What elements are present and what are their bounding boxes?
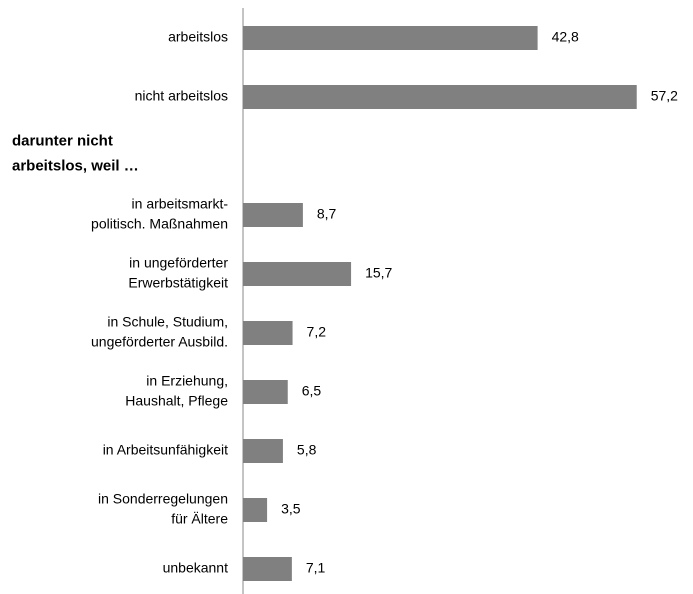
category-label: in Erziehung,: [146, 373, 228, 389]
section-heading: arbeitslos, weil …: [12, 157, 139, 174]
bar: [243, 557, 292, 581]
bar: [243, 439, 283, 463]
value-label: 57,2: [651, 88, 678, 104]
bar: [243, 262, 352, 286]
category-label: für Ältere: [171, 511, 228, 527]
category-label: unbekannt: [163, 560, 229, 576]
category-label: in ungeförderter: [129, 255, 228, 271]
category-label: in Arbeitsunfähigkeit: [103, 442, 228, 458]
category-label: in arbeitsmarkt-: [132, 196, 229, 212]
value-label: 15,7: [365, 265, 392, 281]
bar: [243, 26, 538, 50]
category-label: arbeitslos: [168, 29, 228, 45]
section-heading: darunter nicht: [12, 132, 113, 149]
value-label: 7,2: [307, 324, 327, 340]
value-label: 6,5: [302, 383, 322, 399]
category-label: ungeförderter Ausbild.: [91, 334, 228, 350]
bar: [243, 380, 288, 404]
value-label: 42,8: [552, 29, 579, 45]
bar: [243, 203, 303, 227]
category-label: in Schule, Studium,: [107, 314, 228, 330]
bar: [243, 498, 268, 522]
bar: [243, 85, 637, 109]
value-label: 8,7: [317, 206, 337, 222]
value-label: 7,1: [306, 560, 326, 576]
category-label: nicht arbeitslos: [135, 88, 228, 104]
bar: [243, 321, 293, 345]
category-label: in Sonderregelungen: [98, 491, 228, 507]
value-label: 5,8: [297, 442, 317, 458]
value-label: 3,5: [281, 501, 301, 517]
category-label: politisch. Maßnahmen: [91, 216, 228, 232]
category-label: Haushalt, Pflege: [125, 393, 228, 409]
category-label: Erwerbstätigkeit: [128, 275, 228, 291]
